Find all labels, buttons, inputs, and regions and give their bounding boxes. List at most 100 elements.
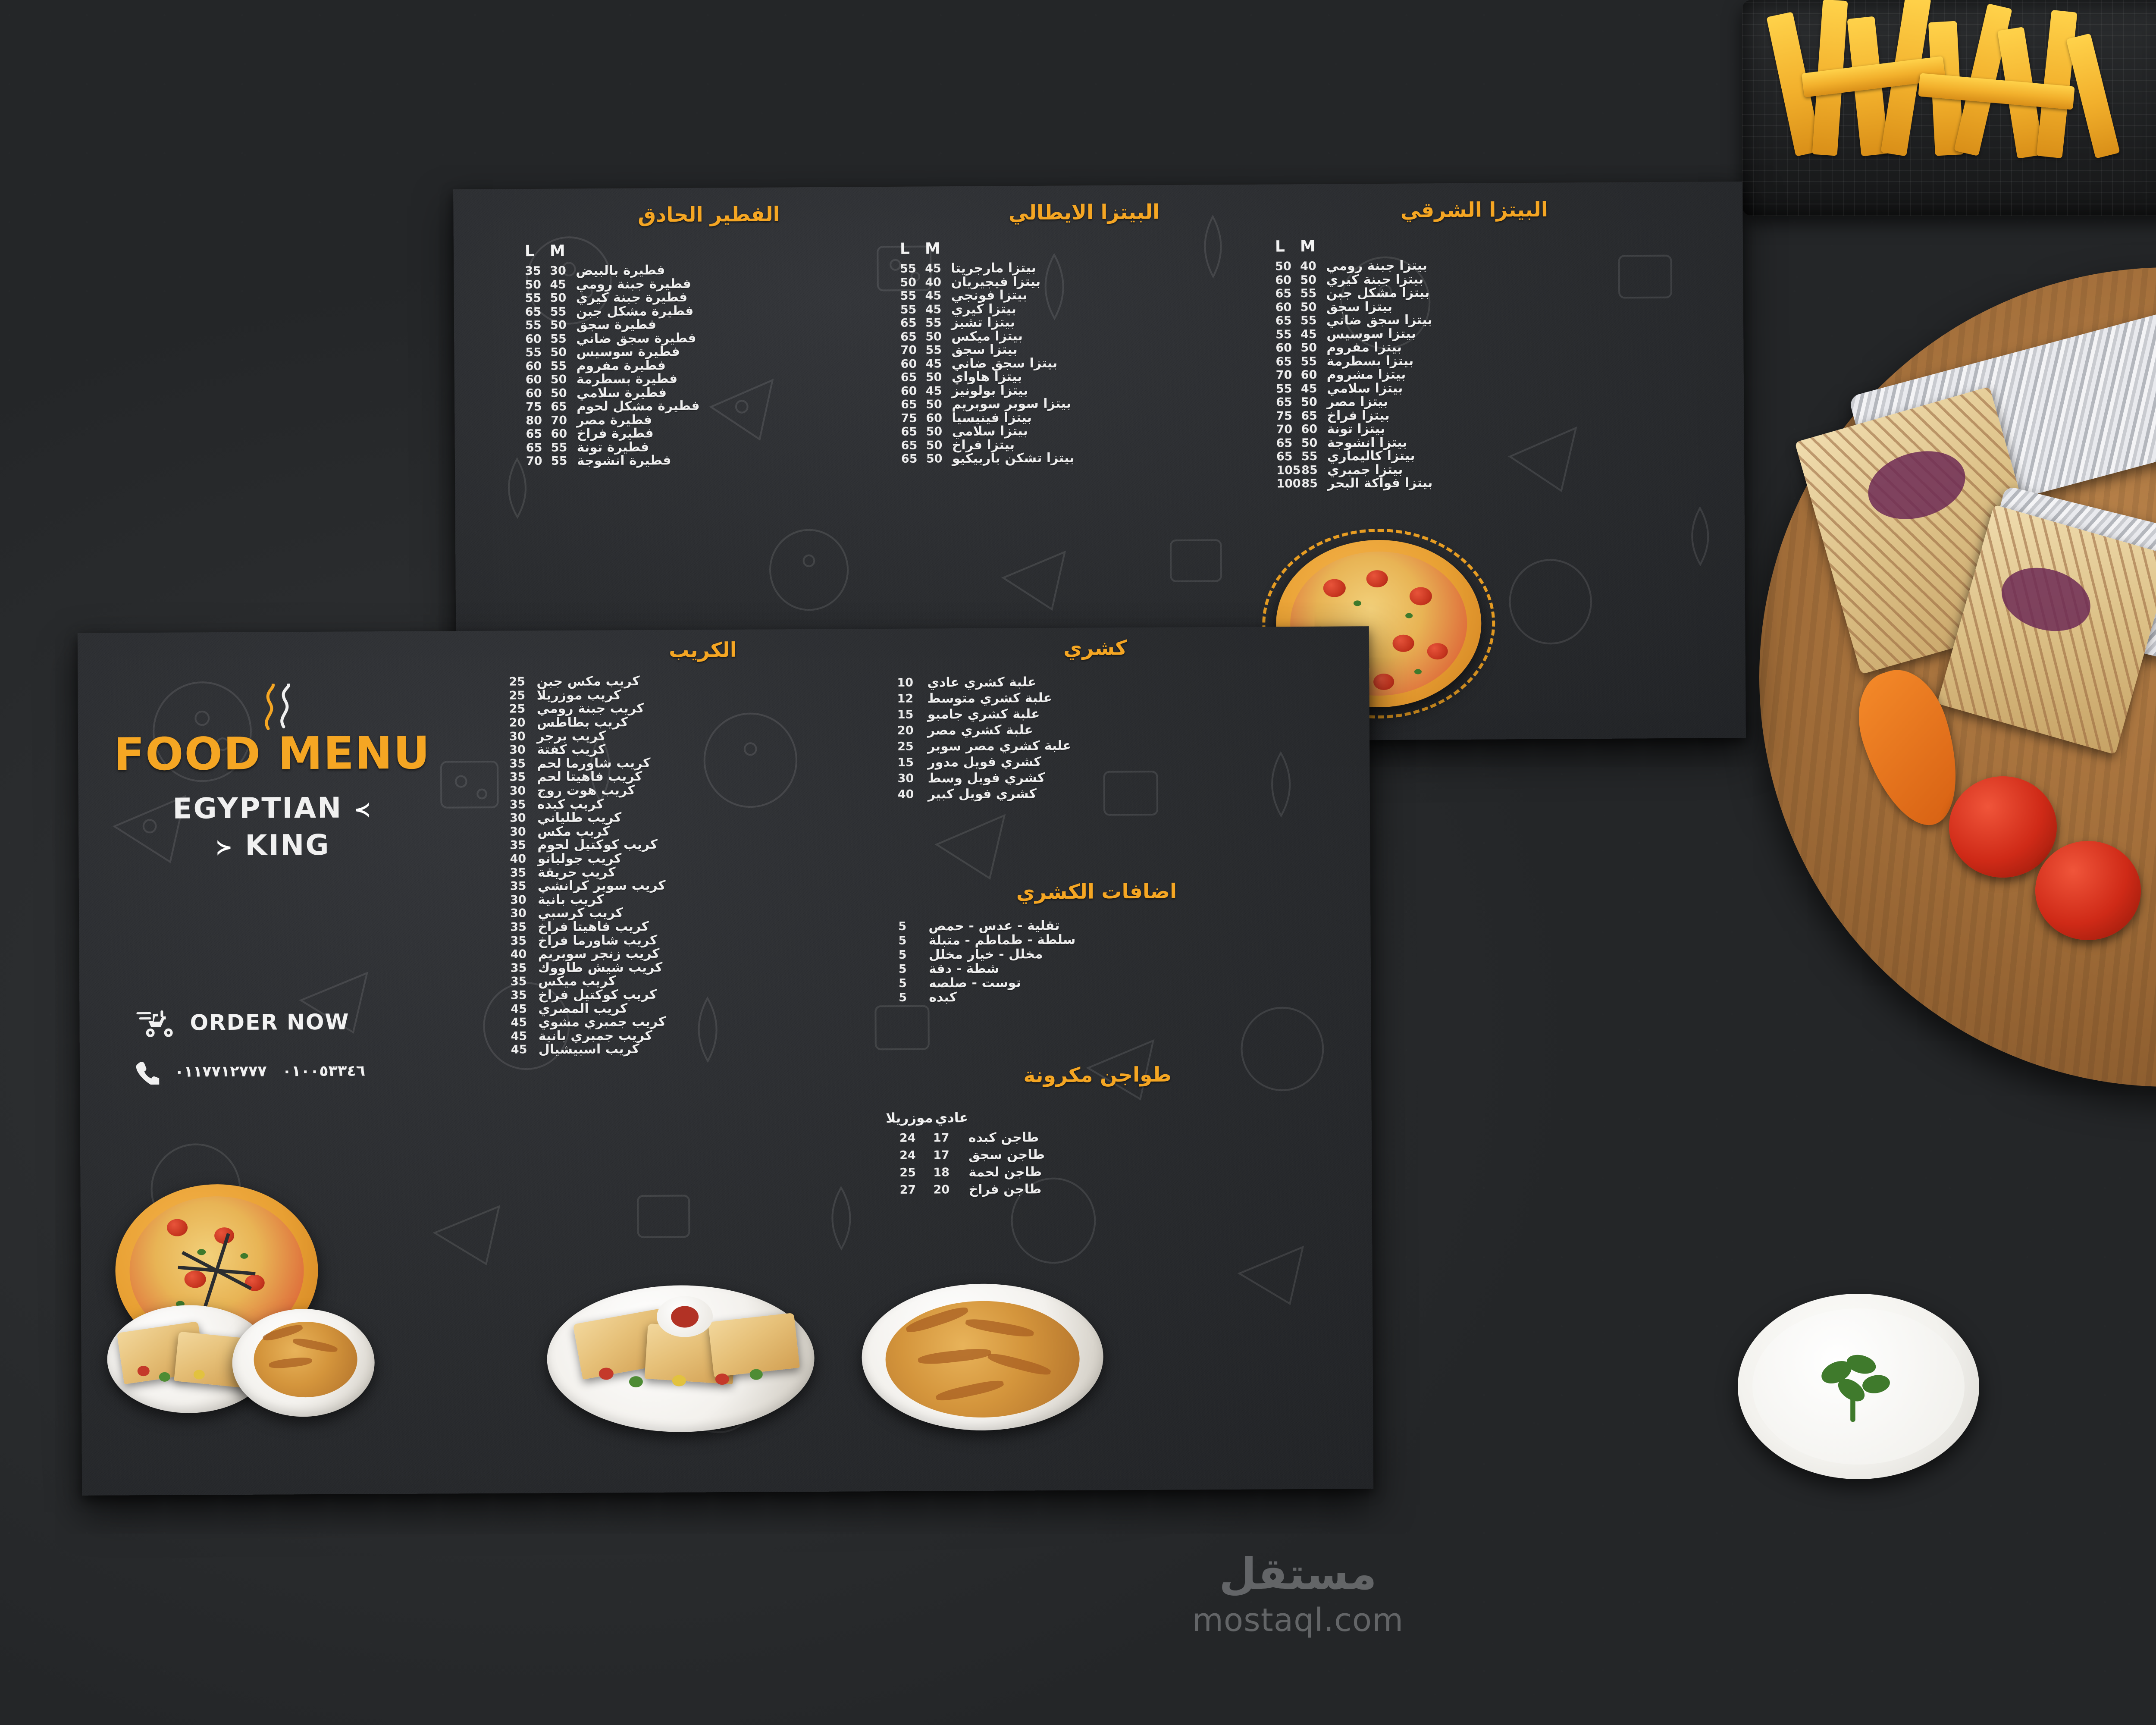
menu-item-name: كريب جبنة رومي — [536, 701, 644, 717]
price: 30 — [509, 730, 526, 743]
price-large: 65 — [901, 398, 917, 412]
price-large: 60 — [1275, 273, 1292, 287]
col-header-medium: M — [924, 240, 941, 258]
price-large: 65 — [1275, 355, 1292, 369]
price-medium: 50 — [1301, 436, 1318, 450]
price-medium: 40 — [925, 275, 942, 289]
menu-item-name: بيتزا مارجريتا — [951, 260, 1036, 276]
price-medium: 55 — [1300, 354, 1317, 368]
price-large: 60 — [900, 384, 917, 398]
phone-number-2[interactable]: ٠١٠٠٥٣٣٤٦ — [282, 1062, 366, 1080]
menu-item-name: بيتزا فينيسيا — [952, 410, 1032, 426]
menu-item-name: فطيرة فراخ — [577, 426, 654, 442]
price: 45 — [511, 1043, 527, 1057]
price-medium: 55 — [1300, 287, 1317, 301]
menu-item-name: شطة - دقة — [928, 961, 1000, 977]
menu-item-name: كريب مكس — [537, 824, 610, 840]
menu-item-name: تقلية - عدس - حمص — [928, 918, 1060, 934]
price-large: 65 — [901, 452, 918, 466]
price-large: 55 — [525, 292, 542, 305]
menu-item-name: علبة كشري مصر — [927, 722, 1034, 738]
phone-number-1[interactable]: ٠١١٧٧١٢٧٧٧ — [175, 1063, 267, 1081]
price: 30 — [510, 893, 526, 907]
menu-item-name: بيتزا كاليماري — [1327, 448, 1415, 464]
price-large: 55 — [525, 346, 542, 360]
menu-item-name: بيتزا جبنة كيري — [1326, 272, 1424, 288]
price-large: 80 — [526, 414, 542, 427]
brand-logo: FOOD MENU EGYPTIAN ≺ ≻ KING — [108, 683, 436, 862]
price: 5 — [899, 991, 907, 1004]
menu-item-name: كشري فويل مدور — [928, 754, 1041, 770]
col-header-medium: M — [549, 242, 566, 260]
section-koshary[interactable]: كشري 10 علبة كشري عادي 12 علبة كشري متوسط 15… — [897, 635, 1294, 803]
price-large: 55 — [525, 319, 542, 332]
price: 30 — [509, 784, 526, 798]
price: 35 — [510, 961, 527, 975]
price-large: 65 — [900, 330, 917, 344]
menu-item-name: كريب سوبر كرانشي — [537, 878, 666, 894]
price-medium: 50 — [925, 370, 942, 384]
menu-item-name: كريب اسبيشيال — [538, 1041, 639, 1057]
price-rows-pasta: 24 17 طاجن كبده 24 17 طاجن سجق 25 18 طاجن لحمة 27… — [899, 1127, 1297, 1198]
price-medium: 55 — [1300, 314, 1317, 328]
col-header-plain: عادي — [935, 1110, 968, 1126]
price: 5 — [898, 934, 907, 947]
section-kreep[interactable]: الكريب 25 كريب مكس جبن 25 كريب موزريلا 25 كري… — [509, 637, 899, 1057]
section-pasta-pots[interactable]: طواجن مكرونة موزريلا عادي 24 17 طاجن كبده 2… — [886, 1062, 1297, 1198]
price: 25 — [509, 675, 526, 689]
section-italian-pizza[interactable]: البيتزا الايطالي L M 55 45 بيتزا مارجريتا 5… — [899, 200, 1270, 466]
price: 35 — [510, 879, 526, 893]
menu-item-name: كريب زنجر سوبريم — [538, 946, 660, 962]
price-rows-fateer: 35 30 فطيرة بالبيض 50 45 فطيرة جبنة رومي 55 50 ف… — [525, 262, 895, 468]
menu-item-name: فطيرة سجق — [576, 317, 657, 333]
section-koshary-addons[interactable]: اضافات الكشري 5 تقلية - عدس - حمص 5 سلطة - … — [898, 879, 1295, 1005]
section-title-koshary-addons: اضافات الكشري — [1016, 879, 1177, 904]
price-mozzarella: 24 — [899, 1131, 916, 1145]
price-large: 70 — [526, 455, 542, 468]
section-fateer[interactable]: الفطير الحادق L M 35 30 فطيرة بالبيض 50 45 فط… — [524, 202, 895, 469]
price: 5 — [898, 962, 907, 976]
price-large: 60 — [1275, 301, 1292, 314]
price-large: 65 — [900, 316, 917, 330]
menu-item-name: بيتزا جمبري — [1327, 462, 1403, 478]
price-medium: 50 — [925, 329, 942, 344]
price-large: 60 — [1275, 341, 1292, 355]
price-rows-italian: 55 45 بيتزا مارجريتا 50 40 بيتزا فيجيريان 55 45… — [900, 260, 1270, 466]
watermark-domain: mostaql.com — [1192, 1602, 1404, 1639]
menu-item-name: بيتزا سجق — [1326, 299, 1393, 315]
phone-block[interactable]: ٠١١٧٧١٢٧٧٧ ٠١٠٠٥٣٣٤٦ — [135, 1058, 365, 1085]
price: 30 — [897, 772, 914, 785]
menu-item-name: بيتزا سوسيس — [1326, 326, 1416, 342]
menu-item-name: كريب ميكس — [538, 973, 616, 989]
menu-item-name: بيتزا سوبر سوبريم — [952, 396, 1072, 412]
fries-basket-photo — [1716, 0, 2156, 246]
order-now-block[interactable]: ORDER NOW — [135, 1007, 350, 1038]
menu-item-name: علبة كشري متوسط — [927, 690, 1053, 706]
price: 45 — [511, 1002, 527, 1016]
col-header-large: L — [524, 242, 536, 260]
menu-item-name: بيتزا كيري — [951, 301, 1016, 317]
price-medium: 50 — [1300, 341, 1317, 355]
menu-item-name: كريب بانية — [537, 892, 604, 908]
price-mozzarella: 25 — [899, 1166, 916, 1179]
price-large: 75 — [901, 411, 918, 425]
logo-food-menu: FOOD MENU — [113, 726, 431, 781]
price-large: 60 — [525, 373, 542, 387]
menu-item-name: كريب بطاطس — [536, 715, 628, 731]
price: 35 — [509, 757, 526, 771]
shawarma-board-photo — [1759, 267, 2156, 1216]
price-rows-oriental: 50 40 بيتزا جبنة رومي 60 50 بيتزا جبنة كيري 65… — [1275, 257, 1675, 491]
price-medium: 50 — [926, 438, 943, 452]
section-oriental-pizza[interactable]: البيتزا الشرقي L M 50 40 بيتزا جبنة رومي 60… — [1275, 197, 1675, 491]
menu-item-name: بيتزا ميكس — [951, 328, 1023, 344]
menu-card-front[interactable]: FOOD MENU EGYPTIAN ≺ ≻ KING ORDER NOW ٠ — [77, 626, 1374, 1496]
price-medium: 55 — [925, 316, 942, 330]
price-medium: 85 — [1301, 477, 1318, 491]
menu-item-name: بيتزا تونة — [1327, 421, 1385, 437]
price: 40 — [510, 947, 527, 961]
price-large: 65 — [1276, 450, 1293, 464]
price-medium: 55 — [551, 441, 567, 455]
price-large: 70 — [900, 343, 917, 358]
menu-item-name: كريب جوليانو — [537, 851, 622, 867]
price: 25 — [509, 689, 526, 703]
